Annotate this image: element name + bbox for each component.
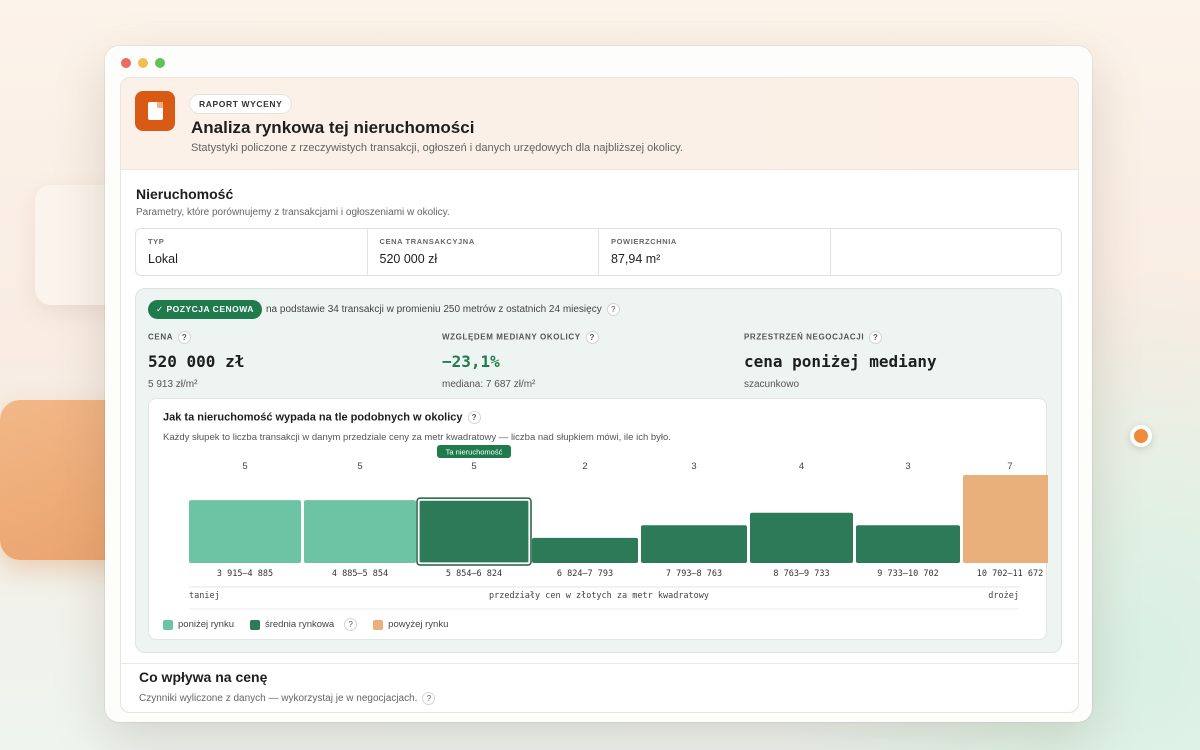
histogram-bar [189,500,301,563]
factors-section-title: Co wpływa na cenę [139,669,268,685]
legend-item-below: poniżej rynku [163,619,234,630]
highlight-inner-outline [418,499,530,564]
price-position-badge: ✓ POZYCJA CENOWA [148,300,262,319]
legend-label: poniżej rynku [178,619,234,630]
chart-subtitle: Każdy słupek to liczba transakcji w dany… [163,432,671,443]
bar-category-label: 4 885–5 854 [332,569,388,579]
param-label: POWIERZCHNIA [611,237,677,246]
bar-count-label: 5 [242,461,247,472]
maximize-window-button[interactable] [155,58,165,68]
legend-item-above: powyżej rynku [373,619,448,630]
help-icon[interactable]: ? [467,411,481,424]
help-icon[interactable]: ? [585,331,599,344]
legend-swatch [373,619,384,630]
bar-category-label: 5 854–6 824 [446,569,502,579]
histogram-card: 5 3 915–4 885 5 4 885–5 854 5 5 854–6 824 Ta n… [148,398,1048,640]
metric-value: cena poniżej mediany [744,352,937,371]
param-value: 520 000 zł [379,252,438,266]
metric-sub: 5 913 zł/m² [148,379,198,390]
report-header: RAPORT WYCENY Analiza rynkowa tej nieruc… [121,78,1078,170]
close-window-button[interactable] [121,58,131,68]
param-label: TYP [148,237,165,246]
page-title: Analiza rynkowa tej nieruchomości [191,118,475,137]
section-divider [121,663,1078,664]
bar-count-label: 4 [799,461,804,472]
map-pin-dot [1130,425,1152,447]
highlight-outline [416,497,532,566]
param-label: CENA TRANSAKCYJNA [379,237,475,246]
price-position-card: ✓ POZYCJA CENOWA na podstawie 34 transak… [135,288,1062,653]
metric-price: CENA? 520 000 zł 5 913 zł/m² [148,331,244,390]
param-type: TYP Lokal [136,229,368,275]
histogram-bar [963,475,1048,563]
this-property-tag-label: Ta nieruchomość [446,448,503,457]
report-badge: RAPORT WYCENY [189,94,293,114]
this-property-tag [437,445,511,458]
help-icon[interactable]: ? [344,618,358,631]
bar-category-label: 7 793–8 763 [666,569,722,579]
legend-swatch [249,619,260,630]
metric-value: −23,1% [442,352,500,371]
metric-sub: mediana: 7 687 zł/m² [442,379,536,390]
legend-swatch [163,619,173,630]
help-icon[interactable]: ? [869,331,883,344]
bar-category-label: 10 702–11 672 [977,569,1044,579]
metric-value: 520 000 zł [148,352,245,371]
minimize-window-button[interactable] [138,58,148,68]
property-section-title: Nieruchomość [136,186,234,202]
window-controls [121,58,165,68]
chart-title: Jak ta nieruchomość wypada na tle podobn… [163,411,481,424]
browser-window: RAPORT WYCENY Analiza rynkowa tej nieruc… [105,46,1092,722]
metric-label: PRZESTRZEŃ NEGOCJACJI? [744,331,937,344]
basis-text: na podstawie 34 transakcji w promieniu 2… [266,304,602,316]
histogram-chart: 5 3 915–4 885 5 4 885–5 854 5 5 854–6 824 Ta n… [189,445,1048,610]
param-value: Lokal [148,252,178,266]
price-position-basis: na podstawie 34 transakcji w promieniu 2… [266,303,620,316]
page-subtitle: Statystyki policzone z rzeczywistych tra… [191,142,683,154]
axis-left-label: taniej [189,591,220,601]
bar-count-label: 7 [1007,461,1012,472]
help-icon[interactable]: ? [606,303,620,316]
histogram-bar [304,500,416,563]
axis-right-label: drożej [988,591,1019,601]
param-value: 87,94 m² [611,252,661,266]
factors-section-subtitle: Czynniki wyliczone z danych — wykorzysta… [139,692,436,705]
bar-count-label: 2 [582,461,587,472]
document-icon [135,91,175,131]
property-section-subtitle: Parametry, które porównujemy z transakcj… [136,207,450,218]
legend-item-average: średnia rynkowa ? [249,618,358,631]
bar-count-label: 3 [905,461,910,472]
histogram-bar [641,525,747,563]
histogram-bar [532,537,638,563]
bar-count-label: 5 [357,461,362,472]
param-empty [831,229,1062,275]
metric-label: CENA? [148,331,244,344]
histogram-bar [750,512,853,563]
metric-negotiation: PRZESTRZEŃ NEGOCJACJI? cena poniżej medi… [744,331,937,390]
bar-category-label: 8 763–9 733 [773,569,829,579]
report-panel: RAPORT WYCENY Analiza rynkowa tej nieruc… [120,77,1079,713]
property-params: TYP Lokal CENA TRANSAKCYJNA 520 000 zł P… [135,228,1062,276]
legend-label: powyżej rynku [388,619,449,630]
histogram-bar [856,525,960,563]
legend-label: średnia rynkowa [264,619,335,630]
metric-label: WZGLĘDEM MEDIANY OKOLICY? [442,331,599,344]
param-price: CENA TRANSAKCYJNA 520 000 zł [368,229,599,275]
metric-sub: szacunkowo [744,379,800,390]
help-icon[interactable]: ? [178,331,192,344]
chart-legend: poniżej rynku średnia rynkowa ? powyżej … [163,618,448,631]
param-area: POWIERZCHNIA 87,94 m² [599,229,831,275]
bar-category-label: 6 824–7 793 [557,569,613,579]
histogram-bar [419,500,529,563]
bar-category-label: 3 915–4 885 [217,569,273,579]
bar-count-label: 3 [691,461,696,472]
bar-category-label: 9 733–10 702 [877,569,938,579]
bar-count-label: 5 [471,461,476,472]
axis-center-label: przedziały cen w złotych za metr kwadrat… [489,591,709,601]
help-icon[interactable]: ? [422,692,436,705]
metric-vs-median: WZGLĘDEM MEDIANY OKOLICY? −23,1% mediana… [442,331,599,390]
